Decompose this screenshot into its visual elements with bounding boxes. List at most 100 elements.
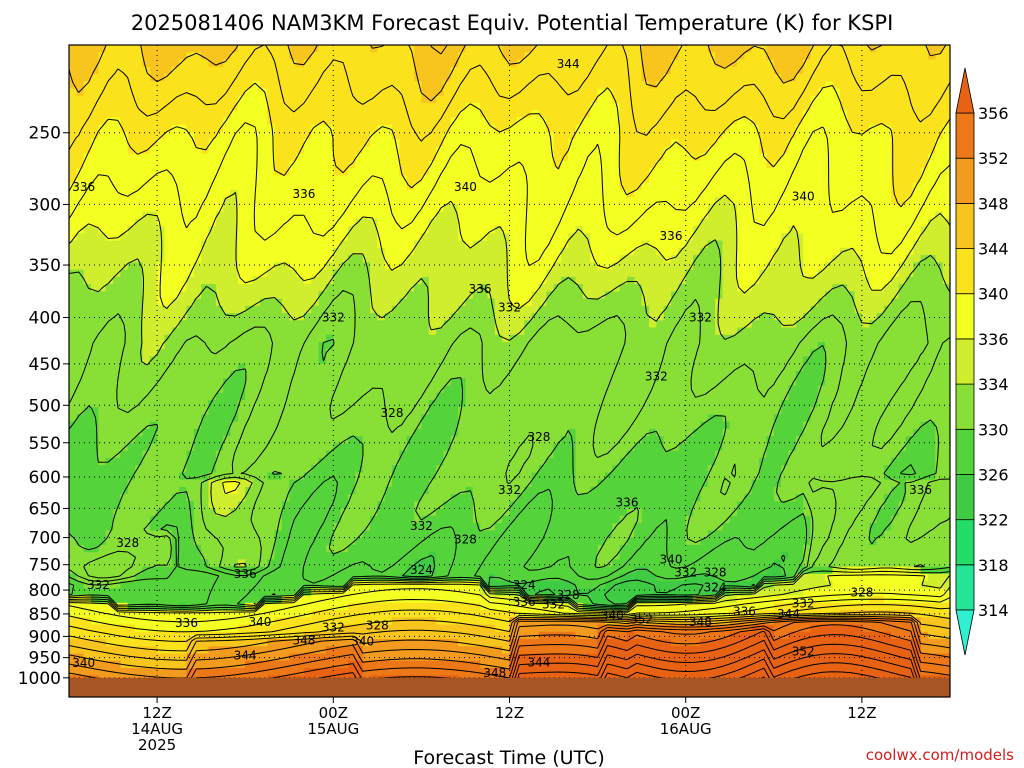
field-cell: [230, 88, 239, 97]
field-cell: [105, 110, 114, 119]
field-cell: [590, 342, 599, 350]
field-cell: [891, 233, 900, 242]
field-cell: [193, 168, 202, 176]
field-cell: [671, 131, 679, 140]
field-cell: [120, 305, 129, 314]
field-cell: [729, 110, 738, 119]
field-cell: [157, 59, 166, 68]
field-cell: [281, 175, 290, 184]
field-cell: [157, 313, 166, 321]
field-cell: [927, 189, 936, 198]
field-cell: [443, 146, 452, 155]
field-cell: [626, 81, 635, 90]
field-cell: [267, 45, 276, 53]
field-cell: [340, 168, 349, 176]
field-cell: [546, 59, 555, 68]
field-cell: [472, 139, 481, 148]
field-cell: [406, 153, 415, 162]
field-cell: [913, 117, 922, 126]
field-cell: [340, 276, 349, 285]
field-cell: [575, 175, 584, 184]
field-cell: [91, 110, 99, 119]
field-cell: [252, 189, 261, 198]
field-cell: [215, 81, 224, 90]
field-cell: [693, 110, 701, 119]
field-cell: [722, 269, 731, 278]
field-cell: [208, 139, 217, 148]
field-cell: [861, 233, 870, 242]
field-cell: [788, 262, 797, 271]
field-cell: [414, 168, 422, 176]
field-cell: [671, 59, 679, 68]
field-cell: [795, 139, 804, 148]
field-cell: [69, 95, 77, 104]
field-cell: [325, 102, 334, 111]
field-cell: [105, 320, 114, 329]
field-cell: [942, 211, 950, 220]
field-cell: [847, 255, 856, 263]
field-cell: [487, 52, 496, 61]
field-cell: [83, 88, 92, 97]
field-cell: [582, 226, 591, 234]
field-cell: [597, 284, 606, 292]
field-cell: [604, 226, 613, 234]
field-cell: [568, 146, 577, 155]
field-cell: [171, 73, 180, 82]
field-cell: [281, 262, 290, 271]
field-cell: [281, 298, 290, 307]
field-cell: [259, 284, 268, 292]
field-cell: [560, 73, 569, 82]
field-cell: [869, 131, 878, 140]
field-cell: [942, 95, 950, 104]
field-cell: [531, 327, 540, 336]
field-cell: [648, 233, 657, 242]
field-cell: [590, 233, 599, 242]
field-cell: [355, 226, 364, 234]
field-cell: [186, 276, 195, 285]
field-cell: [663, 52, 672, 61]
field-cell: [215, 88, 224, 97]
field-cell: [105, 284, 114, 292]
field-cell: [274, 211, 283, 220]
field-cell: [384, 233, 393, 242]
field-cell: [913, 160, 922, 169]
field-cell: [377, 139, 386, 148]
field-cell: [781, 95, 790, 104]
field-cell: [715, 175, 724, 184]
field-cell: [891, 189, 900, 198]
field-cell: [340, 327, 349, 336]
field-cell: [377, 52, 386, 61]
field-cell: [487, 175, 496, 184]
field-cell: [847, 197, 856, 205]
field-cell: [766, 73, 775, 82]
field-cell: [201, 255, 210, 263]
field-cell: [458, 313, 467, 321]
field-cell: [83, 168, 92, 176]
field-cell: [98, 110, 107, 119]
field-cell: [318, 226, 327, 234]
field-cell: [803, 102, 812, 111]
field-cell: [590, 327, 599, 336]
field-cell: [568, 59, 577, 68]
field-cell: [825, 95, 834, 104]
field-cell: [817, 95, 826, 104]
field-cell: [905, 182, 914, 191]
field-cell: [671, 52, 679, 61]
field-cell: [788, 81, 797, 90]
field-cell: [597, 334, 606, 343]
field-cell: [223, 204, 232, 213]
field-cell: [69, 153, 77, 162]
field-cell: [678, 233, 687, 242]
field-cell: [671, 334, 679, 343]
field-cell: [671, 247, 679, 256]
field-cell: [76, 233, 85, 242]
field-cell: [406, 284, 415, 292]
field-cell: [149, 284, 158, 292]
field-cell: [259, 73, 268, 82]
field-cell: [237, 255, 246, 263]
field-cell: [179, 73, 188, 82]
field-cell: [259, 153, 268, 162]
field-cell: [428, 102, 437, 111]
field-cell: [509, 88, 518, 97]
field-cell: [839, 313, 848, 321]
